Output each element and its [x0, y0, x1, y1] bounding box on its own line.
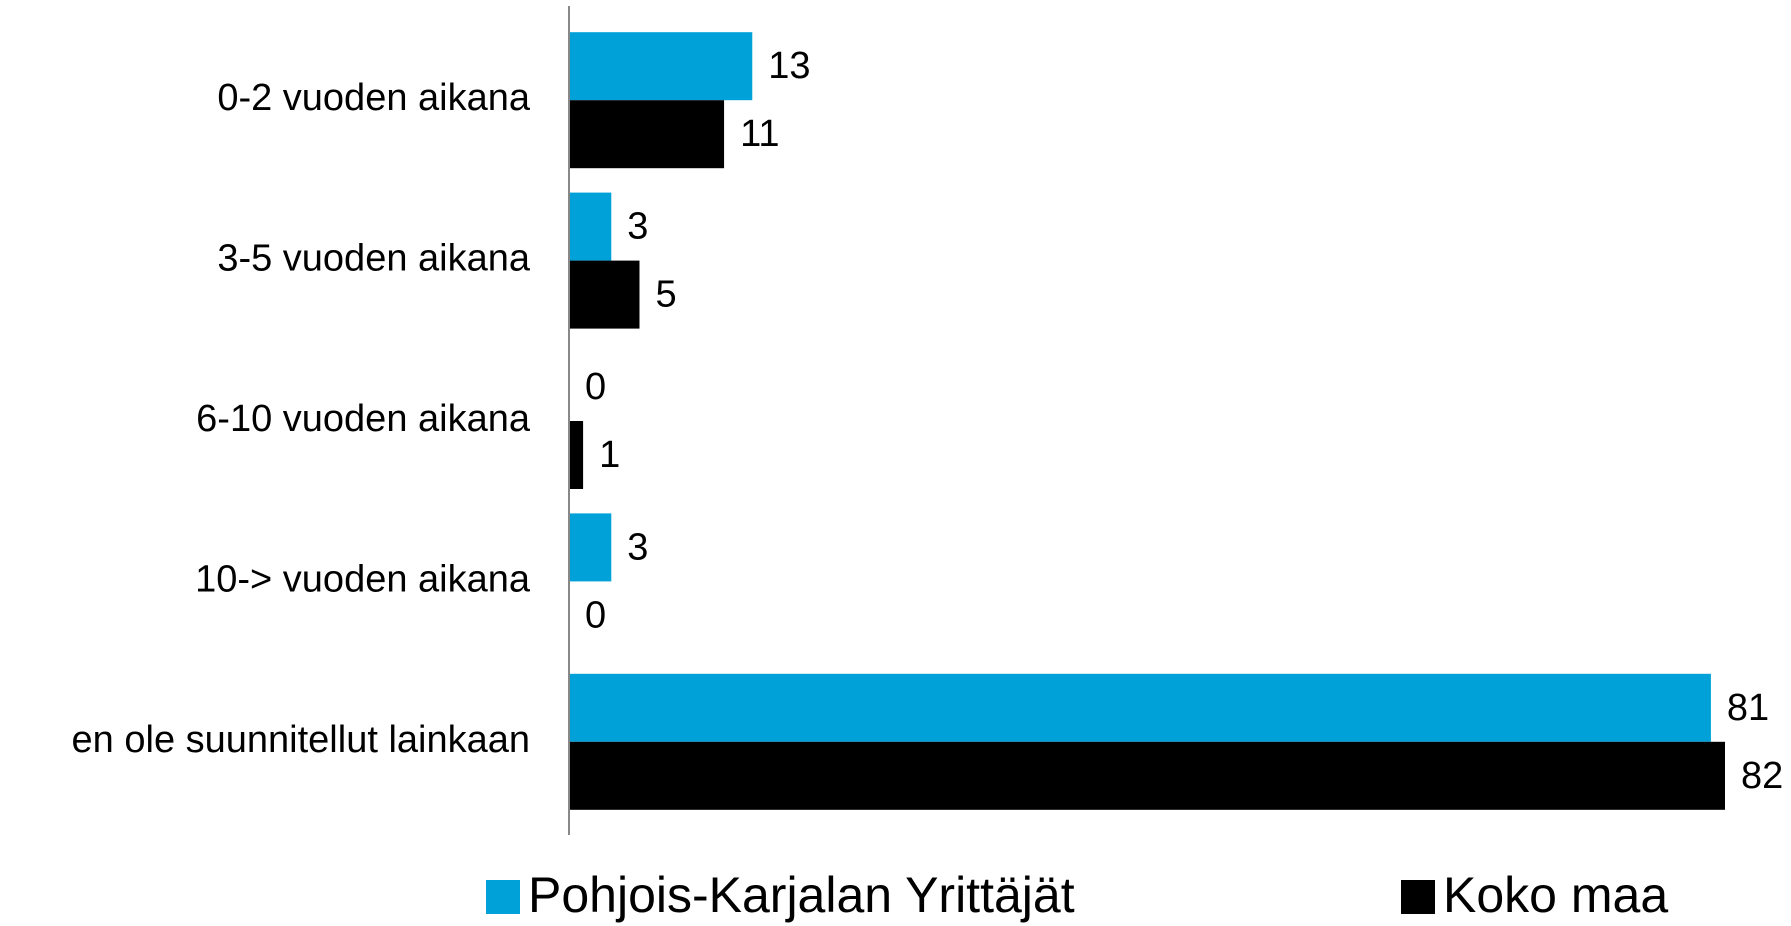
category-label: 0-2 vuoden aikana — [217, 77, 531, 119]
bar — [569, 32, 753, 101]
bar — [569, 192, 612, 261]
bar — [569, 100, 725, 169]
data-label: 3 — [627, 206, 648, 248]
legend-swatch — [486, 880, 520, 914]
category-label: en ole suunnitellut lainkaan — [72, 719, 530, 761]
data-label: 81 — [1727, 687, 1769, 729]
bar — [569, 741, 1725, 810]
data-label: 0 — [585, 594, 606, 636]
category-label: 3-5 vuoden aikana — [217, 238, 531, 280]
data-label: 0 — [585, 366, 606, 408]
bar — [569, 421, 584, 489]
data-label: 3 — [627, 526, 648, 568]
bar — [569, 513, 612, 582]
legend-label: Koko maa — [1443, 867, 1668, 923]
legend-swatch — [1401, 880, 1435, 914]
bar — [569, 673, 1711, 742]
data-label: 11 — [740, 113, 779, 155]
data-label: 82 — [1741, 755, 1783, 797]
data-label: 5 — [655, 274, 676, 316]
category-label: 6-10 vuoden aikana — [196, 398, 531, 440]
data-label: 1 — [599, 434, 620, 476]
category-label: 10-> vuoden aikana — [195, 558, 531, 600]
data-label: 13 — [768, 45, 810, 87]
bar — [569, 260, 640, 329]
legend-label: Pohjois-Karjalan Yrittäjät — [528, 867, 1075, 923]
